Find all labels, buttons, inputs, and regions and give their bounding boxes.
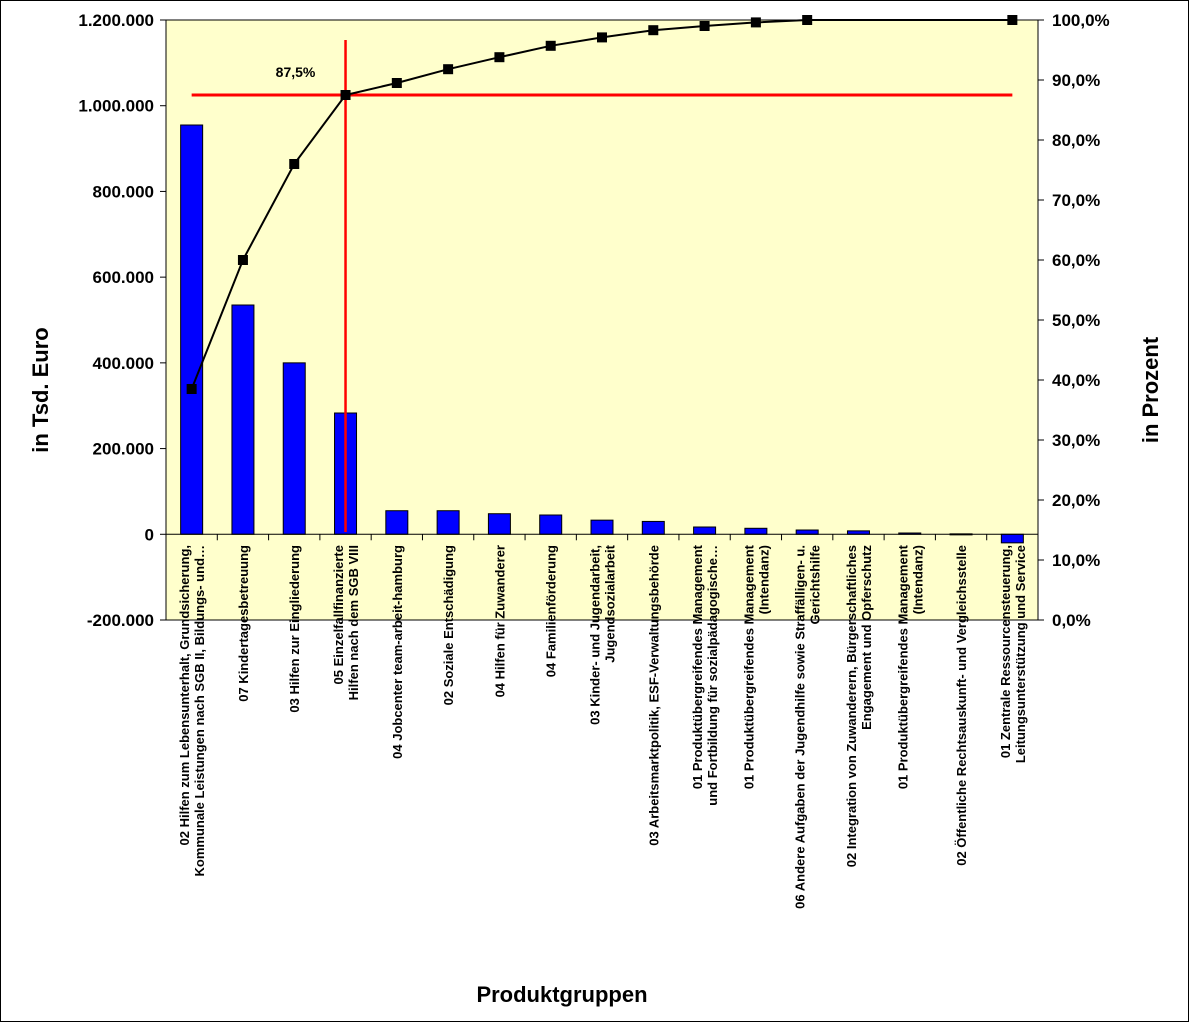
y-tick-label: 1.000.000: [78, 97, 154, 116]
x-axis-title: Produktgruppen: [476, 982, 647, 1007]
x-category-label: 07 Kindertagesbetreuung: [236, 545, 251, 702]
y2-tick-label: 100,0%: [1052, 11, 1110, 30]
x-category-label: 02 Öffentliche Rechtsauskunft- und Vergl…: [954, 545, 969, 866]
line-marker: [545, 40, 556, 51]
line-marker: [494, 52, 505, 63]
x-category-label: Gerichtshilfe: [808, 545, 823, 624]
y-tick-label: -200.000: [87, 611, 154, 630]
cumulative-line-series: [186, 15, 1018, 394]
line-marker: [289, 159, 300, 169]
bar: [590, 519, 614, 535]
x-category-label: (Intendanz): [756, 545, 771, 614]
bar: [795, 529, 819, 535]
line-marker: [186, 384, 197, 394]
x-category-label: (Intendanz): [910, 545, 925, 614]
bar: [180, 124, 204, 535]
x-category-label: und Fortbildung für sozialpädagogische…: [705, 545, 720, 806]
y-tick-label: 800.000: [93, 182, 154, 201]
line-marker: [1007, 15, 1018, 25]
line-marker: [750, 17, 761, 28]
x-category-label: 03 Hilfen zur Eingliederung: [287, 545, 302, 713]
y2-tick-label: 20,0%: [1052, 491, 1100, 510]
bar-series: [180, 124, 1024, 544]
x-category-label: 02 Integration von Zuwanderern, Bürgersc…: [844, 545, 859, 867]
y2-tick-label: 10,0%: [1052, 551, 1100, 570]
bar: [231, 304, 255, 535]
y2-tick-label: 90,0%: [1052, 71, 1100, 90]
bar: [744, 527, 768, 535]
bar: [436, 510, 460, 535]
line-marker: [699, 21, 710, 31]
x-category-label: 01 Produktübergreifendes Management: [690, 544, 705, 789]
y-tick-label: 1.200.000: [78, 11, 154, 30]
bar: [846, 530, 870, 535]
axes: -200.000 0 200.000 400.000 600.000 800.000 1.0…: [78, 11, 1109, 909]
line-marker: [443, 64, 454, 75]
y2-tick-label: 60,0%: [1052, 251, 1100, 270]
y-axis-title: in Tsd. Euro: [28, 327, 53, 452]
x-category-label: 01 Zentrale Ressourcensteuerung,: [998, 545, 1013, 758]
bar: [1000, 533, 1024, 544]
x-category-label: 03 Kinder- und Jugendarbeit,: [588, 545, 603, 725]
x-category-label: 05 Einzelfallfinanzierte: [331, 545, 346, 684]
x-category-label: Kommunale Leistungen nach SGB II, Bildun…: [192, 545, 207, 877]
x-category-label: 02 Soziale Entschädigung: [441, 545, 456, 705]
x-category-label: 02 Hilfen zum Lebensunterhalt, Grundsich…: [177, 545, 192, 846]
line-marker: [597, 32, 607, 43]
y2-tick-label: 30,0%: [1052, 431, 1100, 450]
x-category-label: 04 Hilfen für Zuwanderer: [492, 545, 507, 697]
x-category-label: 04 Jobcenter team-arbeit-hamburg: [390, 545, 405, 759]
y2-axis-title: in Prozent: [1138, 336, 1163, 443]
line-marker: [391, 78, 402, 88]
x-category-label: Leitungsunterstützung und Service: [1013, 545, 1028, 763]
y-tick-label: 400.000: [93, 354, 154, 373]
line-marker: [237, 255, 248, 265]
reference-label: 87,5%: [276, 64, 316, 80]
bar: [693, 526, 717, 535]
y2-tick-label: 50,0%: [1052, 311, 1100, 330]
x-category-label: 06 Andere Aufgaben der Jugendhilfe sowie…: [793, 545, 808, 909]
x-category-label: Jugendsozialarbeit: [603, 544, 618, 662]
bar: [487, 513, 511, 535]
bar: [282, 362, 306, 535]
y2-tick-label: 80,0%: [1052, 131, 1100, 150]
bar: [539, 514, 563, 535]
y2-tick-label: 0,0%: [1052, 611, 1091, 630]
reference-lines: [191, 40, 1013, 532]
x-category-label: 01 Produktübergreifendes Management: [895, 544, 910, 789]
y2-tick-label: 40,0%: [1052, 371, 1100, 390]
line-marker: [648, 25, 659, 36]
x-category-label: 03 Arbeitsmarktpolitik, ESF-Verwaltungsb…: [646, 545, 661, 846]
y-tick-label: 0: [145, 525, 154, 544]
x-category-label: 04 Familienförderung: [544, 545, 559, 677]
y2-tick-label: 70,0%: [1052, 191, 1100, 210]
bar: [641, 520, 665, 535]
x-category-label: Hilfen nach dem SGB VIII: [346, 545, 361, 700]
bar: [385, 510, 409, 535]
x-category-label: 01 Produktübergreifendes Management: [741, 544, 756, 789]
y-tick-label: 200.000: [93, 440, 154, 459]
y-tick-label: 600.000: [93, 268, 154, 287]
line-marker: [802, 15, 813, 25]
x-category-label: Engagement und Opferschutz: [859, 545, 874, 730]
line-marker: [340, 90, 351, 100]
